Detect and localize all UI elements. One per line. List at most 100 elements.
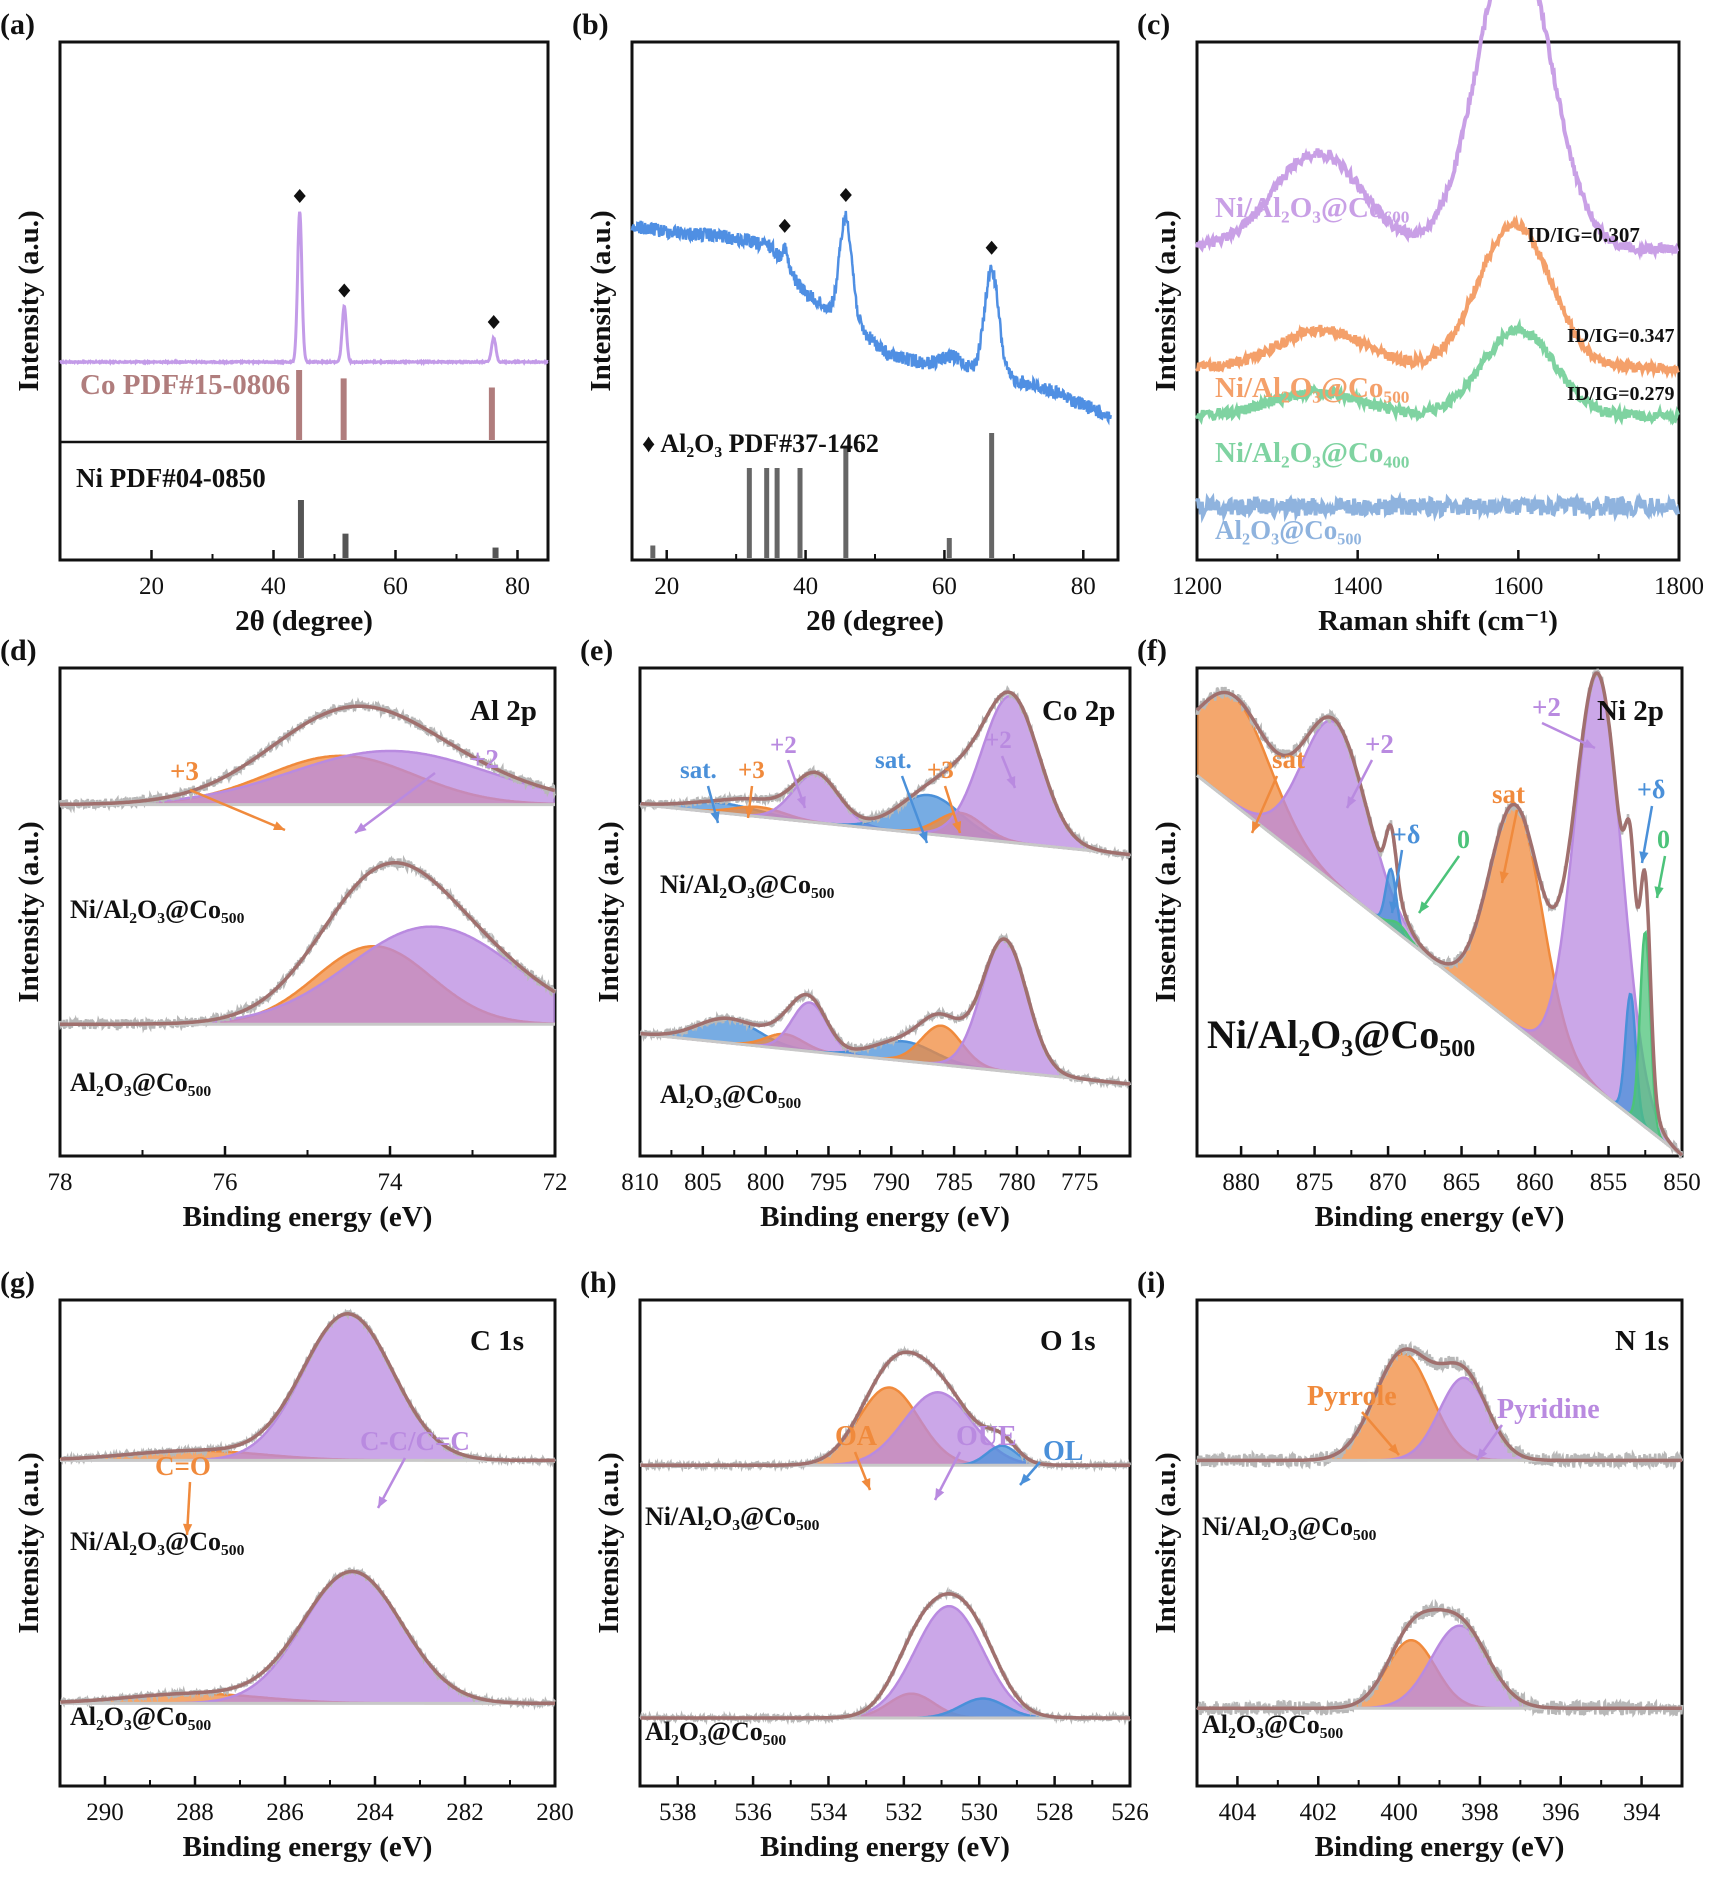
x-tick-label: 865 [1443, 1169, 1481, 1196]
annotation-arrow [943, 785, 962, 834]
x-tick-label: 875 [1296, 1169, 1334, 1196]
plot-frame [58, 40, 550, 562]
x-tick-label: 60 [383, 573, 408, 600]
annotation: Ni/Al₂O₃@Co₅₀₀ [645, 1502, 820, 1531]
x-tick-label: 280 [536, 1799, 574, 1826]
annotation: C=O [155, 1451, 211, 1481]
annotation: Ni/Al₂O₃@Co₅₀₀ [1215, 372, 1410, 404]
annotation: +3 [927, 757, 954, 784]
x-tick-label: 800 [747, 1169, 785, 1196]
annotation: Ni/Al₂O₃@Co₅₀₀ [660, 870, 835, 899]
x-tick-label: 870 [1369, 1169, 1407, 1196]
plot-frame [1195, 40, 1681, 562]
annotation-arrow [900, 775, 929, 844]
reference-stick [650, 545, 656, 558]
reference-stick [342, 533, 349, 558]
annotation-arrow [853, 1451, 872, 1491]
annotation: Ni PDF#04-0850 [76, 463, 266, 493]
annotation: +3 [738, 757, 765, 784]
x-tick-label: 404 [1219, 1799, 1257, 1826]
fit-component [640, 1392, 1130, 1466]
annotation: OUE [956, 1421, 1017, 1452]
panel-label: (e) [580, 634, 613, 667]
fit-component [1197, 1625, 1682, 1709]
envelope-fit [640, 1592, 1130, 1720]
panel-label: (d) [0, 634, 37, 667]
background-line [639, 803, 1131, 857]
x-tick-label: 1400 [1333, 573, 1383, 600]
panel-i [1195, 1298, 1684, 1788]
annotation: +2 [770, 732, 797, 759]
annotation: +δ [1637, 775, 1665, 804]
x-tick-label: 530 [960, 1799, 998, 1826]
annotation: Al₂O₃@Co₅₀₀ [645, 1717, 786, 1746]
y-axis-label: Intensity (a.u.) [1150, 1452, 1182, 1633]
annotation-arrow [1361, 1411, 1400, 1456]
x-tick-label: 394 [1623, 1799, 1661, 1826]
annotation-arrow [933, 1451, 962, 1501]
annotation: ID/IG=0.347 [1567, 325, 1675, 347]
x-tick-label: 1600 [1493, 573, 1543, 600]
x-tick-label: 290 [86, 1799, 124, 1826]
x-tick-label: 74 [378, 1169, 404, 1196]
background-line [639, 1032, 1131, 1086]
x-tick-label: 78 [48, 1169, 73, 1196]
fit-component [1197, 1377, 1682, 1461]
envelope-fit [640, 937, 1131, 1086]
reference-stick [492, 547, 499, 558]
annotation-arrow [189, 788, 286, 832]
annotation: Al₂O₃@Co₅₀₀ [70, 1068, 211, 1097]
x-tick-label: 526 [1111, 1799, 1149, 1826]
annotation: O 1s [1040, 1325, 1096, 1357]
reference-stick [764, 468, 770, 558]
reference-stick [989, 433, 995, 558]
annotation-arrow [706, 785, 720, 824]
annotation: OA [835, 1421, 878, 1452]
reference-stick [296, 370, 303, 440]
y-axis-label: Intensity (a.u.) [13, 821, 45, 1002]
annotation: +δ [1392, 820, 1420, 849]
envelope-fit [1197, 1347, 1682, 1463]
raw-spectrum [639, 932, 1132, 1090]
x-tick-label: 805 [684, 1169, 722, 1196]
x-tick-label: 538 [659, 1799, 697, 1826]
fit-component [60, 751, 555, 805]
annotation-arrow [1475, 1424, 1504, 1461]
x-axis-label: 2θ (degree) [235, 605, 373, 637]
x-tick-label: 790 [873, 1169, 911, 1196]
xrd-pattern [59, 211, 549, 367]
annotation: +2 [1532, 692, 1561, 722]
background-line [1196, 774, 1683, 1158]
x-axis-label: Binding energy (eV) [183, 1831, 433, 1863]
peak-marker [985, 240, 998, 255]
x-tick-label: 1200 [1172, 573, 1222, 600]
x-axis-label: Binding energy (eV) [1315, 1831, 1565, 1863]
y-axis-label: Intensity (a.u.) [593, 1452, 625, 1633]
x-axis-label: Binding energy (eV) [183, 1201, 433, 1233]
raman-spectrum [1195, 0, 1680, 261]
y-axis-label: Intensity (a.u.) [593, 821, 625, 1002]
plot-frame [630, 40, 1120, 562]
annotation: +2 [985, 727, 1012, 754]
x-tick-label: 396 [1542, 1799, 1580, 1826]
reference-stick [488, 387, 495, 440]
annotation: Ni/Al₂O₃@Co₅₀₀ [70, 1527, 245, 1556]
panel-label: (f) [1137, 634, 1167, 667]
annotation-arrow [1019, 1461, 1041, 1486]
annotation-arrow [1389, 849, 1404, 914]
x-tick-label: 60 [932, 573, 957, 600]
peak-marker [338, 283, 351, 298]
peak-marker [839, 188, 852, 203]
annotation-arrow [1250, 775, 1279, 834]
annotation: sat. [875, 747, 912, 774]
annotation: Al₂O₃@Co₅₀₀ [660, 1080, 801, 1109]
panel-d [58, 666, 557, 1158]
annotation: Al 2p [470, 695, 537, 727]
panel-f [1195, 666, 1684, 1159]
panel-b [630, 40, 1120, 562]
annotation: Al₂O₃@Co₅₀₀ [1215, 515, 1362, 545]
envelope-fit [60, 704, 556, 807]
x-tick-label: 80 [505, 573, 530, 600]
reference-stick [946, 538, 952, 558]
raman-spectrum [1195, 317, 1680, 426]
